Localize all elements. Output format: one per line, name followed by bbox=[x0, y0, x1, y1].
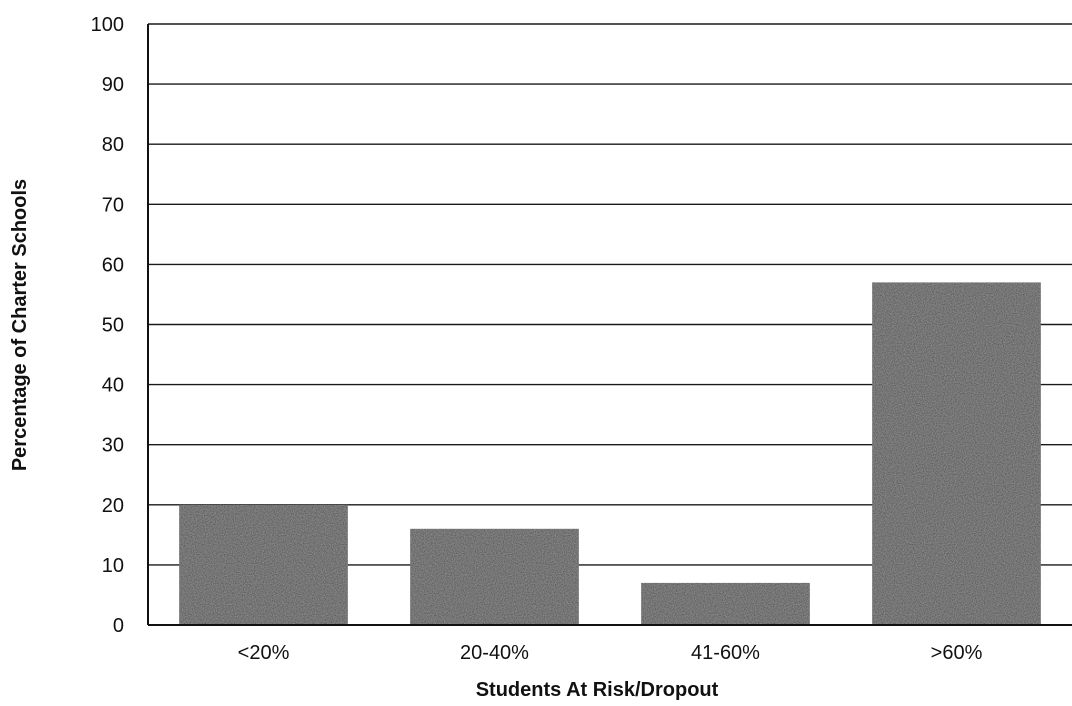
x-axis-tick-labels: <20% 20-40% 41-60% >60% bbox=[238, 642, 983, 664]
y-tick-label: 90 bbox=[102, 74, 124, 96]
bar bbox=[641, 582, 810, 625]
y-tick-label: 30 bbox=[102, 435, 124, 457]
y-tick-label: 40 bbox=[102, 375, 124, 397]
y-tick-label: 100 bbox=[91, 14, 124, 36]
bar bbox=[179, 504, 348, 625]
x-axis-title: Students At Risk/Dropout bbox=[476, 679, 719, 701]
axes bbox=[147, 24, 1072, 626]
y-tick-label: 70 bbox=[102, 194, 124, 216]
x-tick-label: <20% bbox=[238, 642, 290, 664]
y-axis-title: Percentage of Charter Schools bbox=[9, 179, 31, 471]
y-tick-label: 20 bbox=[102, 495, 124, 517]
y-tick-label: 80 bbox=[102, 134, 124, 156]
y-axis-tick-labels: 0 10 20 30 40 50 60 70 80 90 100 bbox=[91, 14, 124, 637]
y-tick-label: 10 bbox=[102, 555, 124, 577]
bars bbox=[179, 282, 1041, 625]
x-tick-label: 41-60% bbox=[691, 642, 760, 664]
y-tick-label: 60 bbox=[102, 254, 124, 276]
y-tick-label: 0 bbox=[113, 615, 124, 637]
x-tick-label: 20-40% bbox=[460, 642, 529, 664]
y-tick-label: 50 bbox=[102, 315, 124, 337]
x-tick-label: >60% bbox=[931, 642, 983, 664]
bar bbox=[872, 282, 1041, 625]
bar bbox=[410, 528, 579, 625]
